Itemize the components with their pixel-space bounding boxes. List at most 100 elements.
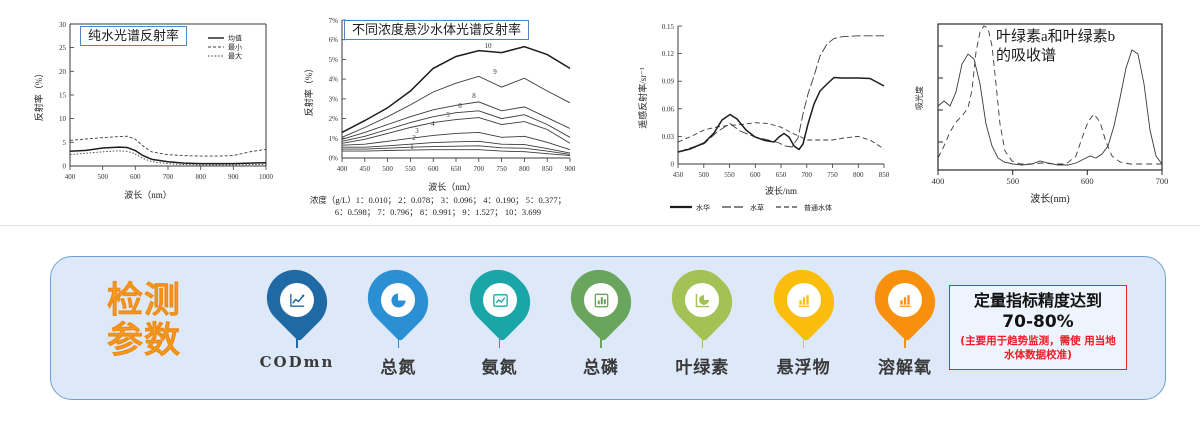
pie-chart-icon <box>381 283 416 317</box>
svg-text:1%: 1% <box>329 135 339 143</box>
figure-1-legend: 均值 最小 最大 <box>208 34 242 61</box>
svg-text:0.15: 0.15 <box>662 23 675 31</box>
svg-text:10: 10 <box>485 42 493 50</box>
codmn-pin[interactable] <box>255 258 339 342</box>
framed-line-chart-icon <box>482 283 517 317</box>
svg-text:4: 4 <box>431 120 435 128</box>
figure-2-plot: 0% 1% 2% 3% 4% 5% 6% 7% <box>303 17 576 192</box>
parameter-label-dissolved-oxygen: 溶解氧 <box>877 358 932 378</box>
svg-text:3%: 3% <box>329 95 339 103</box>
figure-4-ylabel: 吸光度 <box>914 86 924 110</box>
svg-text:1000: 1000 <box>259 173 274 181</box>
svg-text:450: 450 <box>673 171 684 179</box>
total-nitrogen-pin[interactable] <box>356 258 441 342</box>
detection-parameters-panel: 检测 参数 CODmn <box>50 256 1166 400</box>
svg-text:400: 400 <box>932 176 945 186</box>
svg-text:0: 0 <box>63 163 67 171</box>
pie-axes-icon <box>685 283 720 317</box>
figure-pure-water-reflectance: 0 5 10 15 20 25 30 400 500 <box>22 6 284 218</box>
ammonia-nitrogen-pin[interactable] <box>457 258 542 342</box>
framed-bar-chart-icon <box>583 283 618 317</box>
figure-3-plot: 0 0.03 0.06 0.09 0.12 0.15 450 <box>637 23 890 212</box>
accuracy-callout: 定量指标精度达到 70-80% (主要用于趋势监测，需使 用当地水体数据校准) <box>949 285 1127 371</box>
parameter-label-ammonia-nitrogen: 氨氮 <box>481 358 518 378</box>
figure-1-plot: 0 5 10 15 20 25 30 400 500 <box>33 21 274 200</box>
svg-text:550: 550 <box>405 165 416 173</box>
svg-text:10: 10 <box>59 115 67 123</box>
figure-chlorophyll-absorption: 400 500 600 700 波长(nm) 吸光度 叶绿素a和叶绿素b 的吸收… <box>910 6 1182 218</box>
figure-suspended-sediment-reflectance: 0% 1% 2% 3% 4% 5% 6% 7% <box>292 6 584 224</box>
svg-text:25: 25 <box>59 44 67 52</box>
bar-chart-icon <box>786 283 821 317</box>
parameter-item-chlorophyll[interactable]: 叶绿素 <box>656 258 748 378</box>
svg-text:850: 850 <box>542 165 553 173</box>
svg-text:700: 700 <box>802 171 813 179</box>
figure-3-legend: 水华 水草 普通水体 <box>670 203 832 212</box>
accuracy-note: (主要用于趋势监测，需使 用当地水体数据校准) <box>960 335 1116 361</box>
parameter-item-ammonia-nitrogen[interactable]: 氨氮 <box>454 258 546 378</box>
parameter-label-suspended-solids: 悬浮物 <box>776 358 831 378</box>
accuracy-value: 70-80% <box>1002 312 1074 332</box>
svg-text:20: 20 <box>59 68 67 76</box>
svg-text:650: 650 <box>776 171 787 179</box>
svg-text:5%: 5% <box>329 56 339 64</box>
svg-text:900: 900 <box>228 173 239 181</box>
figure-4-xlabel: 波长(nm) <box>1030 192 1069 205</box>
svg-text:600: 600 <box>1081 176 1094 186</box>
spectral-figures-row: 0 5 10 15 20 25 30 400 500 <box>0 6 1200 226</box>
svg-text:水草: 水草 <box>750 203 764 212</box>
panel-title: 检测 参数 <box>107 280 225 362</box>
svg-text:5: 5 <box>446 111 450 119</box>
parameter-item-total-nitrogen[interactable]: 总氮 <box>352 258 444 378</box>
svg-text:0.03: 0.03 <box>662 133 675 141</box>
panel-title-line-2: 参数 <box>107 320 182 362</box>
svg-text:600: 600 <box>428 165 439 173</box>
svg-text:最小: 最小 <box>228 43 242 52</box>
svg-text:3: 3 <box>415 127 419 135</box>
svg-text:0: 0 <box>671 161 675 169</box>
figure-water-bloom-reflectance: 0 0.03 0.06 0.09 0.12 0.15 450 <box>622 6 902 220</box>
parameter-item-suspended-solids[interactable]: 悬浮物 <box>758 258 850 378</box>
svg-text:500: 500 <box>1006 176 1019 186</box>
suspended-solids-pin[interactable] <box>761 258 846 342</box>
parameter-item-total-phosphorus[interactable]: 总磷 <box>555 258 647 378</box>
svg-text:500: 500 <box>97 173 108 181</box>
svg-text:750: 750 <box>496 165 507 173</box>
svg-text:普通水体: 普通水体 <box>804 203 832 212</box>
svg-text:550: 550 <box>724 171 735 179</box>
svg-text:7%: 7% <box>329 17 339 25</box>
svg-text:6: 6 <box>458 102 462 110</box>
total-phosphorus-pin[interactable] <box>559 258 643 342</box>
svg-text:0%: 0% <box>329 155 339 163</box>
parameter-label-total-phosphorus: 总磷 <box>582 358 619 378</box>
svg-text:水华: 水华 <box>696 203 710 212</box>
svg-text:800: 800 <box>519 165 530 173</box>
bar-chart-icon <box>887 283 922 317</box>
svg-text:850: 850 <box>879 171 890 179</box>
figure-4-title: 叶绿素a和叶绿素b 的吸收谱 <box>996 29 1116 64</box>
figure-1-ylabel: 反射率（%） <box>33 69 44 122</box>
parameter-item-dissolved-oxygen[interactable]: 溶解氧 <box>859 258 951 378</box>
chlorophyll-pin[interactable] <box>660 258 745 342</box>
parameter-item-codmn[interactable]: CODmn <box>251 258 343 371</box>
figure-2-caption-line-2: 6：0.598； 7：0.796； 8：0.991； 9：1.527； 10：3… <box>334 207 542 217</box>
svg-text:650: 650 <box>451 165 462 173</box>
figure-2-ylabel: 反射率（%） <box>303 64 314 117</box>
svg-text:均值: 均值 <box>228 34 242 43</box>
svg-text:600: 600 <box>750 171 761 179</box>
figure-1-title: 纯水光谱反射率 <box>80 26 188 47</box>
svg-text:2: 2 <box>412 134 416 142</box>
svg-text:8: 8 <box>472 92 476 100</box>
svg-text:15: 15 <box>59 92 67 100</box>
dissolved-oxygen-pin[interactable] <box>863 258 947 342</box>
parameter-label-total-nitrogen: 总氮 <box>380 358 417 378</box>
figure-2-title: 不同浓度悬沙水体光谱反射率 <box>344 20 530 41</box>
line-chart-icon <box>280 283 314 317</box>
parameter-label-codmn: CODmn <box>259 353 335 371</box>
svg-text:30: 30 <box>59 21 67 29</box>
svg-text:0.12: 0.12 <box>662 50 675 58</box>
svg-text:4%: 4% <box>329 76 339 84</box>
section-divider <box>0 225 1200 226</box>
svg-text:6%: 6% <box>329 36 339 44</box>
svg-text:0.06: 0.06 <box>662 105 675 113</box>
